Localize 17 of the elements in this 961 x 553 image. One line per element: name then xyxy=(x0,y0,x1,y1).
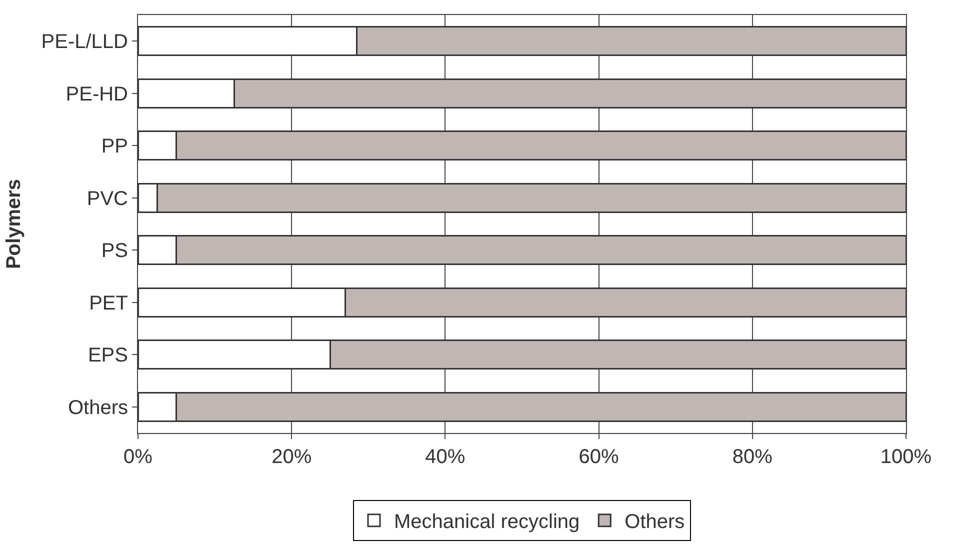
y-tick-label: PVC xyxy=(86,188,128,210)
x-tick-label: 60% xyxy=(578,446,620,468)
x-tick-label: 100% xyxy=(880,446,932,468)
y-tick-label: Others xyxy=(68,396,128,419)
y-tick-label: EPS xyxy=(88,344,128,367)
y-tick-label: PS xyxy=(101,240,128,262)
y-tick-label: PE-HD xyxy=(66,83,128,106)
x-tick-label: 40% xyxy=(425,446,466,468)
legend-label: Others xyxy=(624,511,685,534)
y-tick-label: PET xyxy=(89,292,128,314)
legend-label: Mechanical recycling xyxy=(394,511,580,534)
x-tick-label: 80% xyxy=(732,446,773,468)
x-tick-label: 0% xyxy=(124,446,153,468)
y-tick-label: PP xyxy=(101,136,128,158)
y-axis-title: Polymers xyxy=(2,178,25,270)
x-tick-label: 20% xyxy=(272,446,312,468)
y-tick-label: PE-L/LLD xyxy=(41,31,128,54)
